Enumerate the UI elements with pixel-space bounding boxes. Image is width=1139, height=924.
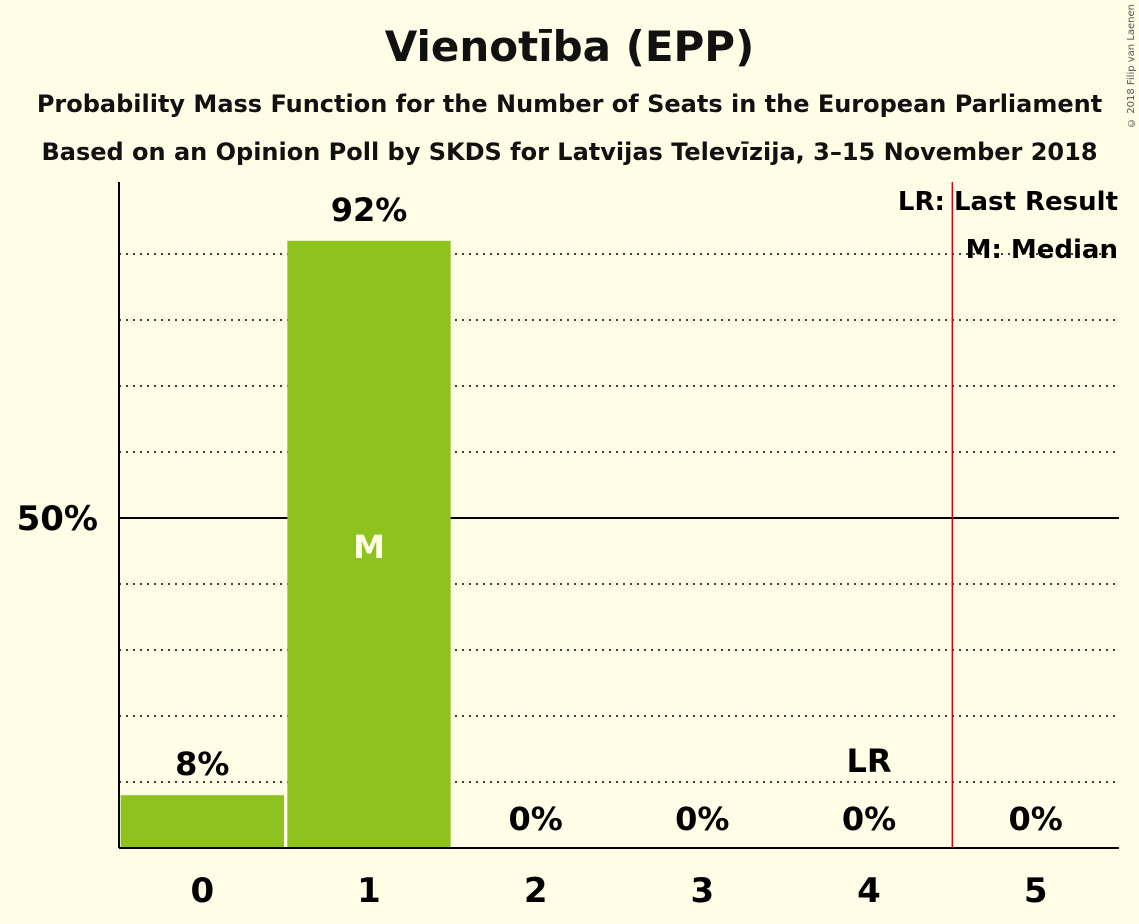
x-tick-label-0: 0 (190, 871, 214, 911)
median-marker: M (353, 528, 385, 566)
x-tick-label-3: 3 (690, 871, 714, 911)
legend-entry: M: Median (966, 235, 1118, 265)
chart-subtitle-poll: Based on an Opinion Poll by SKDS for Lat… (41, 138, 1098, 166)
bar-0 (120, 795, 285, 848)
data-label-1: 92% (331, 191, 408, 229)
data-label-3: 0% (675, 800, 729, 838)
legend-entry: LR: Last Result (898, 187, 1118, 217)
data-label-2: 0% (509, 800, 563, 838)
x-tick-label-1: 1 (357, 871, 381, 911)
chart-title: Vienotība (EPP) (384, 22, 755, 71)
chart-subtitle: Probability Mass Function for the Number… (36, 90, 1103, 118)
x-tick-label-4: 4 (857, 871, 881, 911)
data-label-0: 8% (175, 745, 229, 783)
bar-1 (287, 240, 451, 849)
x-tick-label-5: 5 (1024, 871, 1048, 911)
x-tick-label-2: 2 (524, 871, 548, 911)
data-label-5: 0% (1009, 800, 1063, 838)
last-result-marker: LR (846, 742, 891, 780)
y-tick-label: 50% (17, 499, 98, 539)
data-label-4: 0% (842, 800, 896, 838)
